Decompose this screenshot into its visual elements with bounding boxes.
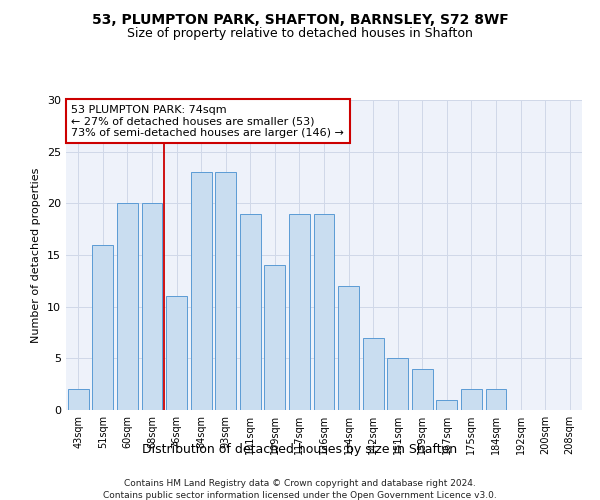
Bar <box>92 244 113 410</box>
Y-axis label: Number of detached properties: Number of detached properties <box>31 168 41 342</box>
Text: 53, PLUMPTON PARK, SHAFTON, BARNSLEY, S72 8WF: 53, PLUMPTON PARK, SHAFTON, BARNSLEY, S7… <box>92 12 508 26</box>
Bar <box>461 390 482 410</box>
Text: Distribution of detached houses by size in Shafton: Distribution of detached houses by size … <box>142 442 458 456</box>
Text: Size of property relative to detached houses in Shafton: Size of property relative to detached ho… <box>127 28 473 40</box>
Bar <box>142 204 163 410</box>
Text: Contains HM Land Registry data © Crown copyright and database right 2024.: Contains HM Land Registry data © Crown c… <box>124 479 476 488</box>
Text: 53 PLUMPTON PARK: 74sqm
← 27% of detached houses are smaller (53)
73% of semi-de: 53 PLUMPTON PARK: 74sqm ← 27% of detache… <box>71 104 344 138</box>
Bar <box>485 390 506 410</box>
Text: Contains public sector information licensed under the Open Government Licence v3: Contains public sector information licen… <box>103 491 497 500</box>
Bar <box>166 296 187 410</box>
Bar <box>265 266 286 410</box>
Bar <box>68 390 89 410</box>
Bar <box>412 368 433 410</box>
Bar <box>117 204 138 410</box>
Bar <box>289 214 310 410</box>
Bar <box>338 286 359 410</box>
Bar <box>387 358 408 410</box>
Bar <box>436 400 457 410</box>
Bar <box>240 214 261 410</box>
Bar <box>191 172 212 410</box>
Bar <box>362 338 383 410</box>
Bar <box>215 172 236 410</box>
Bar <box>314 214 334 410</box>
